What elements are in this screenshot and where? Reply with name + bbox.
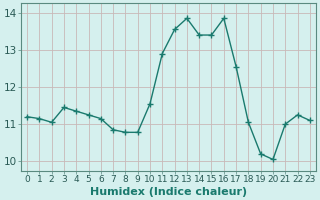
X-axis label: Humidex (Indice chaleur): Humidex (Indice chaleur) bbox=[90, 187, 247, 197]
